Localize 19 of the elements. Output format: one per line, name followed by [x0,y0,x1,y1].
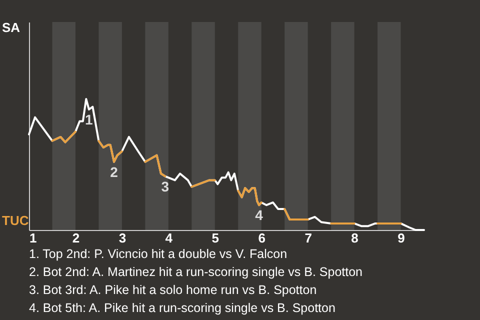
x-tick-label: 3 [118,230,126,246]
x-tick-label: 2 [72,230,80,246]
x-tick-label: 9 [398,230,405,246]
text: SA [2,20,21,35]
x-tick-label: 1 [30,230,37,246]
text: 4. Bot 5th: A. Pike hit a run-scoring single vs B. Spotton [29,301,336,315]
text: 3. Bot 3rd: A. Pike hit a solo home run vs B. Spotton [29,283,317,297]
x-tick-label: 8 [351,230,358,246]
text: TUC [2,213,30,228]
x-tick-label: 5 [212,230,219,246]
text: 1. Top 2nd: P. Vicncio hit a double vs V. Falcon [29,247,288,261]
x-tick-label: 4 [165,230,174,246]
annotation: 1 [85,111,94,128]
x-tick-label: 6 [258,230,266,246]
x-tick-label: 7 [304,230,312,246]
annotation: 3 [161,178,170,194]
annotation: 4 [255,207,264,224]
annotation: 2 [110,164,118,180]
text: 2. Bot 2nd: A. Martinez hit a run-scoring single vs B. Spotton [29,265,363,279]
